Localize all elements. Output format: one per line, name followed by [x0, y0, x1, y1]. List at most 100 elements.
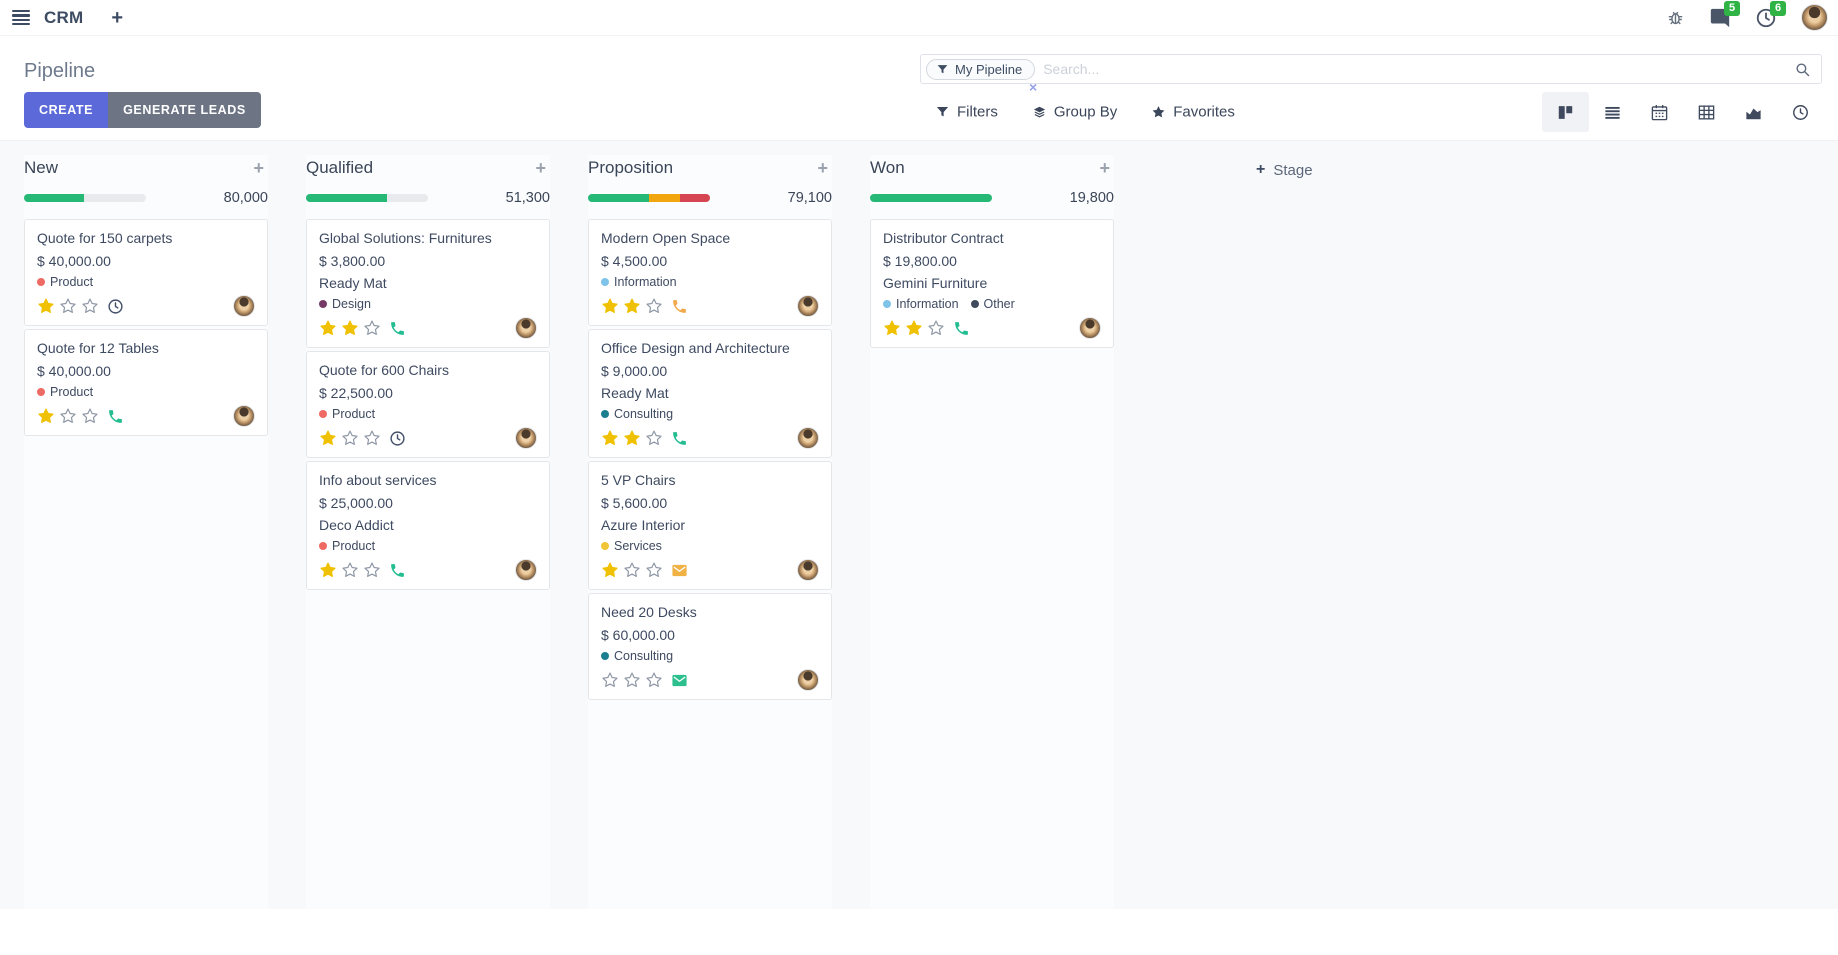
kanban-view-button[interactable] — [1542, 92, 1589, 132]
column-title[interactable]: Qualified — [306, 158, 374, 177]
star-filled-icon[interactable] — [883, 319, 901, 337]
star-filled-icon[interactable] — [319, 319, 337, 337]
star-filled-icon[interactable] — [341, 319, 359, 337]
search-input[interactable] — [1043, 61, 1794, 77]
create-button[interactable]: CREATE — [24, 92, 109, 128]
star-empty-icon[interactable] — [645, 429, 663, 447]
phone-activity-icon[interactable] — [107, 408, 124, 425]
star-filled-icon[interactable] — [601, 429, 619, 447]
star-empty-icon[interactable] — [645, 671, 663, 689]
phone-activity-icon[interactable] — [671, 430, 688, 447]
star-empty-icon[interactable] — [81, 297, 99, 315]
activity-view-button[interactable] — [1777, 92, 1824, 132]
progress-segment[interactable] — [649, 194, 680, 202]
list-view-button[interactable] — [1589, 92, 1636, 132]
star-filled-icon[interactable] — [623, 429, 641, 447]
kanban-card[interactable]: Global Solutions: Furnitures $ 3,800.00 … — [306, 219, 550, 348]
star-empty-icon[interactable] — [341, 561, 359, 579]
progress-segment[interactable] — [24, 194, 84, 202]
kanban-card[interactable]: Quote for 600 Chairs $ 22,500.00 Product — [306, 351, 550, 458]
calendar-view-button[interactable] — [1636, 92, 1683, 132]
star-filled-icon[interactable] — [319, 429, 337, 447]
salesperson-avatar[interactable] — [233, 405, 255, 427]
progress-segment[interactable] — [306, 194, 387, 202]
activities-clock-icon[interactable]: 6 — [1755, 0, 1787, 29]
phone-activity-icon[interactable] — [953, 320, 970, 337]
salesperson-avatar[interactable] — [515, 317, 537, 339]
star-filled-icon[interactable] — [319, 561, 337, 579]
kanban-card[interactable]: Modern Open Space $ 4,500.00 Information — [588, 219, 832, 326]
group-by-menu[interactable]: Group By — [1032, 104, 1117, 121]
search-icon[interactable] — [1794, 61, 1811, 78]
column-progressbar[interactable] — [588, 194, 710, 202]
salesperson-avatar[interactable] — [797, 559, 819, 581]
star-filled-icon[interactable] — [37, 407, 55, 425]
phone-activity-icon[interactable] — [671, 298, 688, 315]
column-title[interactable]: Won — [870, 158, 905, 177]
star-empty-icon[interactable] — [363, 319, 381, 337]
star-empty-icon[interactable] — [601, 671, 619, 689]
kanban-card[interactable]: Need 20 Desks $ 60,000.00 Consulting — [588, 593, 832, 700]
search-facet-my-pipeline[interactable]: My Pipeline × — [926, 58, 1037, 95]
salesperson-avatar[interactable] — [515, 559, 537, 581]
star-filled-icon[interactable] — [601, 561, 619, 579]
generate-leads-button[interactable]: GENERATE LEADS — [108, 92, 261, 128]
clock-activity-icon[interactable] — [107, 298, 124, 315]
salesperson-avatar[interactable] — [233, 295, 255, 317]
column-title[interactable]: New — [24, 158, 59, 177]
pivot-view-button[interactable] — [1683, 92, 1730, 132]
add-stage-button[interactable]: + Stage — [1256, 159, 1313, 181]
star-filled-icon[interactable] — [623, 297, 641, 315]
progress-segment[interactable] — [588, 194, 649, 202]
column-progressbar[interactable] — [870, 194, 992, 202]
progress-segment[interactable] — [679, 194, 710, 202]
apps-menu-icon[interactable] — [12, 8, 30, 28]
facet-remove-icon[interactable]: × — [1029, 78, 1038, 95]
filters-menu[interactable]: Filters — [935, 104, 998, 121]
search-bar[interactable]: My Pipeline × — [920, 54, 1822, 95]
star-empty-icon[interactable] — [623, 561, 641, 579]
salesperson-avatar[interactable] — [515, 427, 537, 449]
kanban-card[interactable]: Info about services $ 25,000.00 Deco Add… — [306, 461, 550, 590]
column-title[interactable]: Proposition — [588, 158, 674, 177]
clock-activity-icon[interactable] — [389, 430, 406, 447]
favorites-menu[interactable]: Favorites — [1151, 104, 1235, 121]
graph-view-button[interactable] — [1730, 92, 1777, 132]
column-progressbar[interactable] — [306, 194, 428, 202]
bug-icon[interactable] — [1666, 8, 1685, 27]
column-add-record-icon[interactable]: + — [535, 158, 546, 178]
phone-activity-icon[interactable] — [389, 320, 406, 337]
star-filled-icon[interactable] — [37, 297, 55, 315]
star-empty-icon[interactable] — [81, 407, 99, 425]
phone-activity-icon[interactable] — [389, 562, 406, 579]
kanban-card[interactable]: Distributor Contract $ 19,800.00 Gemini … — [870, 219, 1114, 348]
salesperson-avatar[interactable] — [797, 427, 819, 449]
salesperson-avatar[interactable] — [797, 669, 819, 691]
user-avatar[interactable] — [1801, 4, 1828, 31]
navbar-plus-icon[interactable]: + — [111, 6, 124, 29]
salesperson-avatar[interactable] — [1079, 317, 1101, 339]
star-empty-icon[interactable] — [363, 561, 381, 579]
envelope-activity-icon[interactable] — [671, 672, 688, 689]
column-progressbar[interactable] — [24, 194, 146, 202]
app-name[interactable]: CRM — [44, 7, 84, 27]
kanban-card[interactable]: 5 VP Chairs $ 5,600.00 Azure Interior Se… — [588, 461, 832, 590]
progress-segment[interactable] — [870, 194, 992, 202]
star-empty-icon[interactable] — [59, 407, 77, 425]
star-empty-icon[interactable] — [341, 429, 359, 447]
envelope-activity-icon[interactable] — [671, 562, 688, 579]
star-filled-icon[interactable] — [601, 297, 619, 315]
messages-icon[interactable]: 5 — [1709, 0, 1741, 29]
star-empty-icon[interactable] — [623, 671, 641, 689]
kanban-card[interactable]: Office Design and Architecture $ 9,000.0… — [588, 329, 832, 458]
kanban-card[interactable]: Quote for 150 carpets $ 40,000.00 Produc… — [24, 219, 268, 326]
column-add-record-icon[interactable]: + — [1099, 158, 1110, 178]
star-empty-icon[interactable] — [59, 297, 77, 315]
column-add-record-icon[interactable]: + — [253, 158, 264, 178]
star-empty-icon[interactable] — [927, 319, 945, 337]
star-filled-icon[interactable] — [905, 319, 923, 337]
salesperson-avatar[interactable] — [797, 295, 819, 317]
column-add-record-icon[interactable]: + — [817, 158, 828, 178]
star-empty-icon[interactable] — [645, 297, 663, 315]
star-empty-icon[interactable] — [363, 429, 381, 447]
